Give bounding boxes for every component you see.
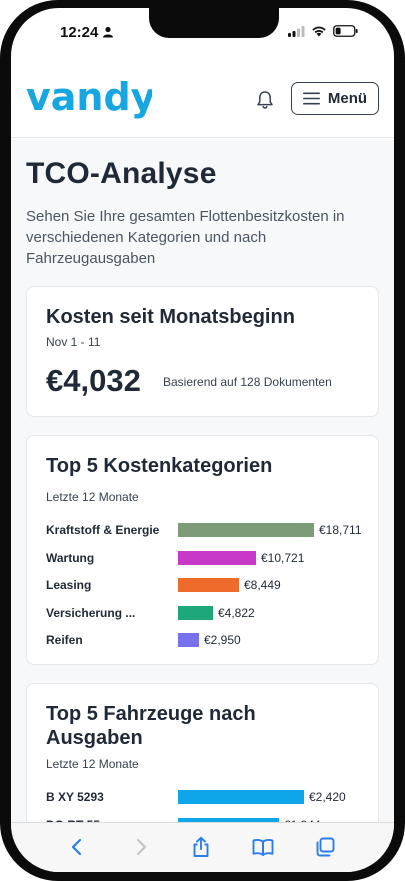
- category-label: Reifen: [46, 633, 83, 647]
- bell-icon[interactable]: [256, 90, 274, 110]
- vehicles-card-title-line1: Top 5 Fahrzeuge nach: [46, 703, 256, 725]
- category-label: Leasing: [46, 578, 92, 592]
- bookmarks-icon[interactable]: [251, 835, 275, 859]
- category-row: Versicherung ... €4,822: [46, 605, 366, 621]
- person-icon: [103, 26, 113, 38]
- category-value: €10,721: [261, 550, 305, 565]
- vehicles-card-period: Letzte 12 Monate: [46, 757, 139, 771]
- vehicle-value: €1,944: [284, 818, 321, 822]
- vehicle-label: DO RT 55: [46, 818, 100, 822]
- category-bar: [178, 633, 199, 647]
- vehicle-bar: [178, 818, 279, 822]
- category-bar: [178, 550, 256, 565]
- vehicle-bar: [178, 790, 304, 804]
- category-bar: [178, 523, 314, 537]
- browser-toolbar: [11, 822, 394, 872]
- tabs-icon[interactable]: [313, 835, 337, 859]
- month-card-period: Nov 1 - 11: [46, 335, 101, 349]
- notch: [149, 8, 279, 38]
- vehicle-label: B XY 5293: [46, 790, 104, 804]
- category-row: Reifen €2,950: [46, 632, 366, 648]
- vehicle-value: €2,420: [309, 790, 346, 804]
- signal-icon: [288, 25, 305, 37]
- vandy-logo[interactable]: vandy.: [26, 74, 152, 124]
- vehicle-row: DO RT 55 €1,944: [46, 817, 366, 822]
- category-row: Kraftstoff & Energie €18,711: [46, 522, 366, 538]
- back-icon[interactable]: [65, 835, 89, 859]
- category-label: Versicherung ...: [46, 605, 136, 620]
- page-title: TCO-Analyse: [26, 157, 217, 190]
- page-subtitle: Sehen Sie Ihre gesamten Flottenbesitzkos…: [26, 208, 345, 267]
- month-to-date-card: Kosten seit Monatsbeginn Nov 1 - 11 €4,0…: [26, 286, 379, 417]
- status-indicators: [288, 25, 358, 37]
- forward-icon[interactable]: [129, 835, 153, 859]
- vehicle-row: B XY 5293 €2,420: [46, 789, 366, 805]
- top-categories-card: Top 5 Kostenkategorien Letzte 12 Monate …: [26, 435, 379, 665]
- status-bar: 12:24: [11, 8, 394, 56]
- app-header: vandy. Menü: [11, 56, 394, 138]
- status-time: 12:24: [60, 24, 99, 41]
- category-row: Wartung €10,721: [46, 550, 366, 566]
- categories-card-period: Letzte 12 Monate: [46, 490, 139, 504]
- category-row: Leasing €8,449: [46, 577, 366, 593]
- category-label: Kraftstoff & Energie: [46, 523, 160, 537]
- category-value: €8,449: [244, 578, 281, 592]
- category-bar: [178, 605, 213, 620]
- main-content[interactable]: TCO-Analyse Sehen Sie Ihre gesamten Flot…: [11, 139, 394, 822]
- categories-card-title: Top 5 Kostenkategorien: [46, 455, 273, 477]
- category-value: €18,711: [319, 523, 362, 537]
- screen: 12:24: [11, 8, 394, 872]
- wifi-icon: [312, 26, 326, 37]
- category-value: €2,950: [204, 633, 241, 647]
- month-card-title: Kosten seit Monatsbeginn: [46, 306, 295, 328]
- menu-button-label: Menü: [327, 90, 368, 107]
- vehicles-card-title-line2: Ausgaben: [46, 727, 143, 749]
- svg-text:vandy.: vandy.: [26, 75, 152, 119]
- top-vehicles-card: Top 5 Fahrzeuge nach Ausgaben Letzte 12 …: [26, 683, 379, 822]
- month-total-amount: €4,032: [46, 363, 141, 398]
- menu-button[interactable]: Menü: [291, 82, 379, 115]
- hamburger-icon: [302, 92, 320, 105]
- share-icon[interactable]: [189, 835, 213, 859]
- category-value: €4,822: [218, 605, 255, 620]
- month-basis-note: Basierend auf 128 Dokumenten: [163, 375, 332, 389]
- battery-icon: [333, 25, 358, 37]
- category-bar: [178, 578, 239, 592]
- category-label: Wartung: [46, 550, 95, 565]
